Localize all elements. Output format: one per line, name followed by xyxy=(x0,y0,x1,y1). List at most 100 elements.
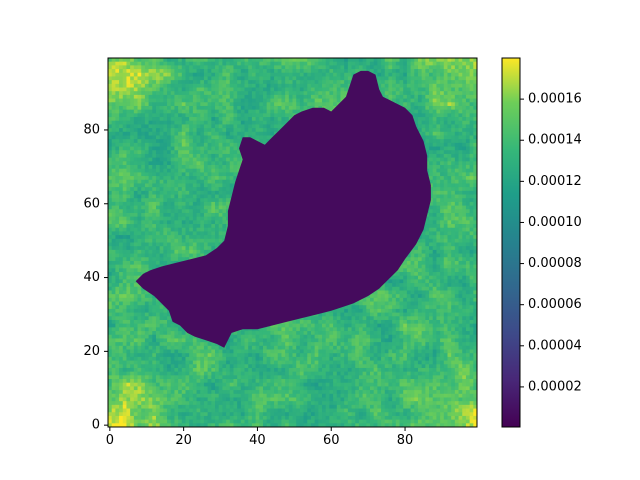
heatmap-cell xyxy=(215,87,220,92)
heatmap-cell xyxy=(163,87,168,92)
heatmap-cell xyxy=(148,120,153,125)
heatmap-cell xyxy=(277,117,282,122)
heatmap-cell xyxy=(167,105,172,111)
heatmap-cell xyxy=(178,117,183,122)
heatmap-cell xyxy=(429,209,434,214)
heatmap-cell xyxy=(178,142,183,147)
heatmap-cell xyxy=(344,87,349,92)
heatmap-cell xyxy=(469,209,474,214)
heatmap-cell xyxy=(325,87,330,92)
heatmap-cell xyxy=(240,131,245,136)
heatmap-cell xyxy=(108,72,113,77)
heatmap-cell xyxy=(163,150,168,155)
heatmap-cell xyxy=(126,142,131,147)
heatmap-cell xyxy=(248,72,253,77)
heatmap-cell xyxy=(259,65,264,70)
heatmap-cell xyxy=(421,135,426,140)
heatmap-cell xyxy=(262,58,268,63)
heatmap-cell xyxy=(226,94,231,99)
heatmap-cell xyxy=(189,113,194,118)
heatmap-cell xyxy=(429,194,434,199)
heatmap-cell xyxy=(465,201,471,206)
heatmap-cell xyxy=(458,179,463,184)
heatmap-cell xyxy=(192,224,197,229)
heatmap-cell xyxy=(115,102,120,107)
heatmap-cell xyxy=(288,76,293,81)
heatmap-cell xyxy=(115,117,120,122)
heatmap-cell xyxy=(233,102,238,107)
heatmap-cell xyxy=(443,117,448,122)
heatmap-cell xyxy=(237,109,242,114)
heatmap-cell xyxy=(248,102,253,107)
heatmap-cell xyxy=(226,135,231,140)
heatmap-cell xyxy=(115,69,120,74)
heatmap-cell xyxy=(196,198,201,203)
heatmap-cell xyxy=(436,190,441,195)
heatmap-cell xyxy=(126,205,131,210)
heatmap-cell xyxy=(226,128,231,133)
heatmap-cell xyxy=(222,220,227,225)
heatmap-cell xyxy=(203,120,209,125)
heatmap-cell xyxy=(410,109,415,114)
heatmap-cell xyxy=(141,187,146,192)
heatmap-cell xyxy=(111,205,116,210)
heatmap-cell xyxy=(181,235,186,240)
heatmap-cell xyxy=(469,231,474,236)
heatmap-cell xyxy=(251,87,256,92)
heatmap-cell xyxy=(322,72,327,77)
heatmap-cell xyxy=(115,98,120,103)
heatmap-cell xyxy=(159,76,164,81)
heatmap-cell xyxy=(122,227,127,232)
heatmap-cell xyxy=(432,157,437,162)
heatmap-cell xyxy=(458,135,463,140)
heatmap-cell xyxy=(167,153,172,159)
heatmap-cell xyxy=(292,58,297,63)
heatmap-cell xyxy=(222,139,227,144)
heatmap-cell xyxy=(133,72,138,77)
heatmap-cell xyxy=(473,83,477,88)
heatmap-cell xyxy=(406,76,411,81)
heatmap-cell xyxy=(443,176,448,181)
heatmap-cell xyxy=(203,76,209,81)
heatmap-cell xyxy=(122,165,127,170)
heatmap-cell xyxy=(458,142,463,147)
heatmap-cell xyxy=(229,58,234,63)
heatmap-cell xyxy=(392,61,397,66)
heatmap-cell xyxy=(222,168,227,173)
heatmap-cell xyxy=(126,161,131,166)
heatmap-cell xyxy=(108,220,113,225)
heatmap-cell xyxy=(122,194,127,199)
heatmap-cell xyxy=(237,94,242,99)
heatmap-cell xyxy=(178,102,183,107)
heatmap-cell xyxy=(451,109,456,114)
heatmap-cell xyxy=(229,157,234,162)
heatmap-cell xyxy=(465,179,471,184)
heatmap-cell xyxy=(185,76,190,81)
heatmap-cell xyxy=(465,72,471,77)
heatmap-cell xyxy=(119,98,124,103)
heatmap-cell xyxy=(178,109,183,114)
heatmap-cell xyxy=(148,128,153,133)
heatmap-cell xyxy=(189,179,194,184)
heatmap-cell xyxy=(174,168,179,173)
heatmap-cell xyxy=(473,157,477,162)
heatmap-cell xyxy=(167,157,172,162)
heatmap-cell xyxy=(137,61,142,66)
heatmap-cell xyxy=(465,109,471,114)
heatmap-cell xyxy=(270,128,275,133)
heatmap-cell xyxy=(170,83,175,88)
heatmap-cell xyxy=(414,87,419,92)
heatmap-cell xyxy=(181,98,186,103)
heatmap-cell xyxy=(440,227,445,232)
heatmap-cell xyxy=(215,224,220,229)
heatmap-cell xyxy=(366,65,371,70)
heatmap-cell xyxy=(178,165,183,170)
heatmap-cell xyxy=(270,61,275,66)
heatmap-cell xyxy=(414,94,419,99)
heatmap-cell xyxy=(266,124,271,129)
heatmap-cell xyxy=(277,120,282,125)
heatmap-cell xyxy=(167,205,172,210)
heatmap-cell xyxy=(473,80,477,85)
heatmap-cell xyxy=(122,80,127,85)
heatmap-cell xyxy=(451,205,456,210)
